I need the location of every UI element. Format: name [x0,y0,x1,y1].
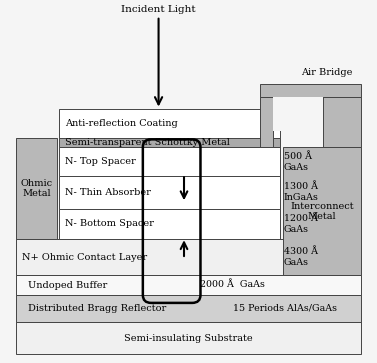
Text: Distributed Bragg Reflector: Distributed Bragg Reflector [28,304,166,313]
Text: 15 Periods AlAs/GaAs: 15 Periods AlAs/GaAs [233,304,337,313]
Text: 1300 Å
InGaAs: 1300 Å InGaAs [284,182,319,202]
Bar [60,110,280,138]
Text: Incident Light: Incident Light [121,5,196,14]
Bar [323,97,361,147]
Bar [16,138,57,239]
Bar [60,147,280,176]
Text: Interconnect
Metal: Interconnect Metal [290,201,354,221]
Text: Air Bridge: Air Bridge [301,68,352,77]
Text: 2000 Å  GaAs: 2000 Å GaAs [200,280,265,289]
Text: 4300 Å
GaAs: 4300 Å GaAs [284,247,318,267]
Text: Ohmic
Metal: Ohmic Metal [20,179,53,199]
Bar [60,176,280,208]
Bar [16,322,361,354]
Bar [60,208,280,239]
Text: N+ Ohmic Contact Layer: N+ Ohmic Contact Layer [22,253,147,262]
Text: N- Bottom Spacer: N- Bottom Spacer [65,219,154,228]
Bar [260,97,273,147]
Bar [60,138,280,147]
Text: Undoped Buffer: Undoped Buffer [28,281,107,290]
Text: N- Thin Absorber: N- Thin Absorber [65,188,151,197]
Bar [283,147,361,275]
Text: Anti-reflection Coating: Anti-reflection Coating [65,119,178,129]
Bar [273,97,323,131]
Bar [260,84,361,97]
Text: N- Top Spacer: N- Top Spacer [65,157,136,166]
Bar [16,295,361,322]
Text: Semi-insulating Substrate: Semi-insulating Substrate [124,334,253,343]
Text: 1200 Å
GaAs: 1200 Å GaAs [284,213,318,234]
Text: Semi-transparent Schottky Metal: Semi-transparent Schottky Metal [65,138,230,147]
Text: 500 Å
GaAs: 500 Å GaAs [284,152,312,172]
Bar [16,239,291,275]
Bar [16,275,361,295]
